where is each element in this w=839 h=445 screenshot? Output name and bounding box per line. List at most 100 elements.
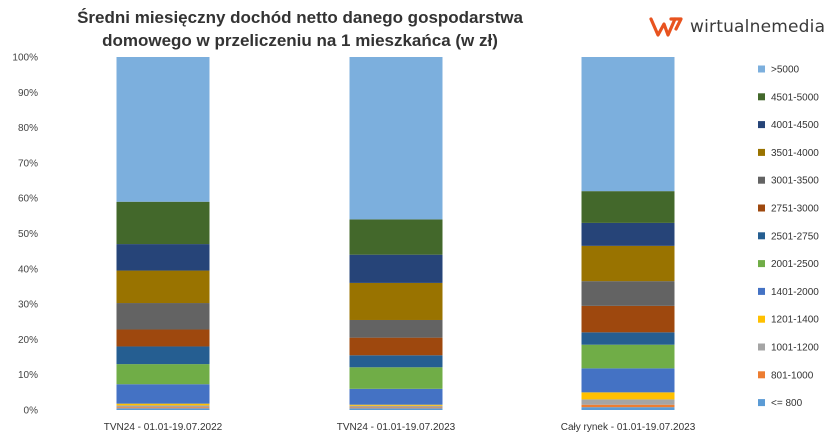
legend-item: 1401-2000: [758, 287, 819, 298]
bar-segment: [349, 219, 443, 255]
legend-swatch: [758, 371, 765, 379]
legend-item: 2501-2750: [758, 231, 819, 242]
legend-label: 2001-2500: [771, 259, 819, 270]
legend-label: 2751-3000: [771, 204, 819, 215]
bar-segment: [116, 407, 210, 409]
legend-swatch: [758, 148, 765, 156]
bar-segment: [581, 281, 675, 306]
y-tick-label: 20%: [18, 335, 38, 346]
y-tick-label: 30%: [18, 300, 38, 311]
bar-segment: [581, 332, 675, 345]
legend-label: >5000: [771, 65, 800, 76]
bar-segment: [349, 407, 443, 409]
bar-segment: [116, 408, 210, 410]
bar-segment: [116, 270, 210, 304]
y-tick-label: 60%: [18, 194, 38, 205]
bar-segment: [349, 405, 443, 408]
bar-segment: [581, 344, 675, 369]
bar-segment: [349, 408, 443, 410]
chart-title-line-2: domowego w przeliczeniu na 1 mieszkańca …: [102, 31, 498, 50]
bar-segment: [581, 57, 675, 192]
wirtualnemedia-logo: wirtualnemedia: [649, 16, 825, 38]
legend-label: 3501-4000: [771, 148, 819, 159]
bar-segment: [581, 245, 675, 282]
bars: [116, 57, 675, 410]
bar-segment: [349, 404, 443, 406]
bar-segment: [349, 319, 443, 338]
bar-segment: [349, 388, 443, 405]
y-tick-label: 100%: [12, 53, 38, 64]
bar-segment: [116, 329, 210, 347]
legend: >5000 4501-5000 4001-4500 3501-4000 3001-350…: [758, 65, 819, 409]
legend-swatch: [758, 65, 765, 73]
legend-swatch: [758, 399, 765, 407]
legend-label: 4501-5000: [771, 92, 819, 103]
y-tick-label: 70%: [18, 158, 38, 169]
legend-label: 2501-2750: [771, 231, 819, 242]
bar-stack: [349, 57, 443, 410]
y-tick-label: 50%: [18, 229, 38, 240]
legend-swatch: [758, 232, 765, 240]
legend-label: 3001-3500: [771, 176, 819, 187]
bar-segment: [349, 254, 443, 283]
bar-segment: [116, 403, 210, 406]
bar-segment: [581, 191, 675, 223]
logo-text: wirtualnemedia: [690, 17, 826, 37]
legend-swatch: [758, 176, 765, 184]
bar-segment: [349, 282, 443, 320]
chart-title: Średni miesięczny dochód netto danego go…: [40, 6, 560, 52]
bar-segment: [581, 399, 675, 405]
legend-item: 1201-1400: [758, 315, 819, 326]
legend-swatch: [758, 204, 765, 212]
legend-item: 3001-3500: [758, 176, 819, 187]
legend-item: 801-1000: [758, 370, 814, 381]
legend-label: 1401-2000: [771, 287, 819, 298]
legend-item: 2751-3000: [758, 204, 819, 215]
legend-label: 1001-1200: [771, 343, 819, 354]
legend-swatch: [758, 260, 765, 268]
bar-segment: [581, 392, 675, 400]
category-axis: TVN24 - 01.01-19.07.2022 TVN24 - 01.01-19…: [104, 422, 696, 433]
legend-item: 2001-2500: [758, 259, 819, 270]
legend-swatch: [758, 93, 765, 101]
bar-stack: [116, 57, 210, 410]
legend-item: <= 800: [758, 398, 803, 409]
legend-label: <= 800: [771, 398, 803, 409]
legend-item: 1001-1200: [758, 343, 819, 354]
bar-segment: [349, 355, 443, 368]
bar-segment: [116, 346, 210, 365]
bar-segment: [116, 201, 210, 245]
bar-segment: [116, 57, 210, 202]
bar-segment: [116, 364, 210, 385]
bar-segment: [581, 222, 675, 246]
y-tick-label: 90%: [18, 88, 38, 99]
category-label: TVN24 - 01.01-19.07.2023: [337, 422, 456, 433]
legend-label: 801-1000: [771, 370, 814, 381]
legend-item: 3501-4000: [758, 148, 819, 159]
legend-item: >5000: [758, 65, 800, 76]
y-tick-label: 80%: [18, 123, 38, 134]
category-label: TVN24 - 01.01-19.07.2022: [104, 422, 223, 433]
legend-label: 4001-4500: [771, 120, 819, 131]
bar-segment: [581, 305, 675, 333]
y-tick-label: 40%: [18, 264, 38, 275]
y-tick-label: 0%: [24, 406, 39, 417]
chart-title-line-1: Średni miesięczny dochód netto danego go…: [77, 8, 523, 27]
bar-segment: [116, 405, 210, 408]
bar-stack: [581, 57, 675, 410]
bar-segment: [581, 368, 675, 393]
bar-segment: [581, 404, 675, 408]
legend-swatch: [758, 121, 765, 129]
bar-segment: [349, 367, 443, 389]
bar-segment: [116, 384, 210, 404]
bar-segment: [116, 244, 210, 271]
category-label: Cały rynek - 01.01-19.07.2023: [561, 422, 696, 433]
bar-segment: [349, 337, 443, 356]
legend-swatch: [758, 343, 765, 351]
y-tick-label: 10%: [18, 370, 38, 381]
bar-segment: [581, 407, 675, 410]
bar-segment: [116, 303, 210, 330]
legend-item: 4001-4500: [758, 120, 819, 131]
bar-segment: [349, 57, 443, 220]
